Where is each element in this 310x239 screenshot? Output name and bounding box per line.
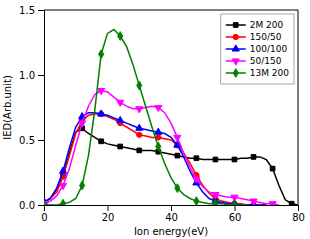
- tick-mark: [38, 10, 44, 11]
- x-axis: 0 20 40 60 80: [41, 205, 305, 223]
- legend-label: 100/100: [250, 44, 288, 54]
- tick-mark: [38, 140, 44, 141]
- tick-label: 1.0: [19, 70, 35, 81]
- tick-mark: [171, 205, 172, 211]
- series: [44, 110, 266, 205]
- marker: [174, 135, 181, 141]
- marker: [269, 202, 276, 205]
- legend-marker: [232, 59, 239, 65]
- marker: [118, 32, 123, 41]
- tick-mark: [235, 205, 236, 211]
- tick-mark: [38, 205, 44, 206]
- axis-domain: [45, 206, 299, 212]
- legend-label: 150/50: [250, 32, 282, 42]
- marker: [155, 105, 162, 111]
- marker: [79, 121, 86, 127]
- marker: [251, 155, 256, 160]
- legend-marker: [233, 69, 238, 78]
- marker: [213, 157, 218, 162]
- marker: [99, 50, 104, 59]
- marker: [194, 156, 199, 161]
- marker: [175, 184, 180, 193]
- tick: 80: [292, 205, 305, 223]
- tick-label: 40: [165, 212, 178, 223]
- marker: [98, 89, 105, 95]
- tick-label: 80: [292, 212, 305, 223]
- marker: [136, 107, 143, 113]
- legend-label: 50/150: [250, 56, 282, 66]
- tick-label: 1.5: [19, 5, 35, 16]
- tick: 1.5: [19, 5, 44, 16]
- y-axis: 0.0 0.5 1.0 1.5: [19, 5, 44, 211]
- legend-marker: [232, 45, 239, 51]
- line: [44, 114, 266, 205]
- tick: 20: [102, 205, 115, 223]
- tick-mark: [298, 205, 299, 211]
- marker: [213, 199, 218, 205]
- marker: [117, 116, 124, 122]
- marker: [44, 201, 47, 205]
- marker: [270, 166, 275, 171]
- marker: [80, 181, 85, 190]
- marker: [137, 81, 142, 90]
- marker: [194, 197, 199, 205]
- x-axis-title: Ion energy(eV): [134, 226, 208, 237]
- line: [44, 30, 247, 206]
- series: [44, 89, 279, 205]
- line: [44, 91, 279, 205]
- tick: 1.0: [19, 70, 44, 81]
- legend-label: 2M 200: [250, 20, 284, 30]
- plot-frame: [298, 10, 299, 205]
- tick-label: 20: [102, 212, 115, 223]
- line: [44, 113, 266, 205]
- marker: [59, 183, 66, 189]
- marker: [156, 142, 161, 151]
- marker: [193, 177, 200, 183]
- tick-mark: [108, 205, 109, 211]
- legend: 2M 200 150/50 100/100 50/150 13M 200: [221, 14, 294, 84]
- marker: [117, 100, 124, 106]
- series: [44, 30, 247, 206]
- legend-marker: [233, 34, 238, 39]
- plot-frame: [44, 10, 298, 11]
- axis-domain: [38, 11, 45, 206]
- tick-label: 0: [41, 212, 47, 223]
- chart: 0 20 40 60 80 0.0 0.5 1.0 1.5 Ion energy(eV) IED(A…: [0, 0, 310, 239]
- plot-area: [44, 30, 298, 206]
- legend-label: 13M 200: [250, 68, 290, 78]
- legend-frame: [221, 14, 294, 84]
- marker: [99, 139, 104, 144]
- marker: [212, 193, 219, 199]
- marker: [175, 153, 180, 158]
- y-axis-title: IED(Arb.unit): [2, 75, 13, 140]
- marker: [61, 199, 66, 205]
- tick-mark: [38, 75, 44, 76]
- series: [44, 111, 266, 205]
- tick-label: 60: [229, 212, 242, 223]
- marker: [155, 128, 162, 134]
- marker: [232, 201, 237, 205]
- marker: [250, 199, 257, 205]
- marker: [118, 144, 123, 149]
- legend-marker: [233, 23, 238, 28]
- marker: [136, 124, 143, 130]
- tick: 40: [165, 205, 178, 223]
- tick: 0.5: [19, 135, 44, 146]
- marker: [137, 148, 142, 153]
- tick-label: 0.5: [19, 135, 35, 146]
- marker: [289, 201, 294, 205]
- tick: 0.0: [19, 200, 44, 211]
- marker: [98, 110, 105, 116]
- marker: [59, 167, 66, 173]
- marker: [232, 157, 237, 162]
- tick: 0: [41, 205, 47, 223]
- tick: 60: [229, 205, 242, 223]
- marker: [137, 132, 142, 137]
- tick-label: 0.0: [19, 200, 35, 211]
